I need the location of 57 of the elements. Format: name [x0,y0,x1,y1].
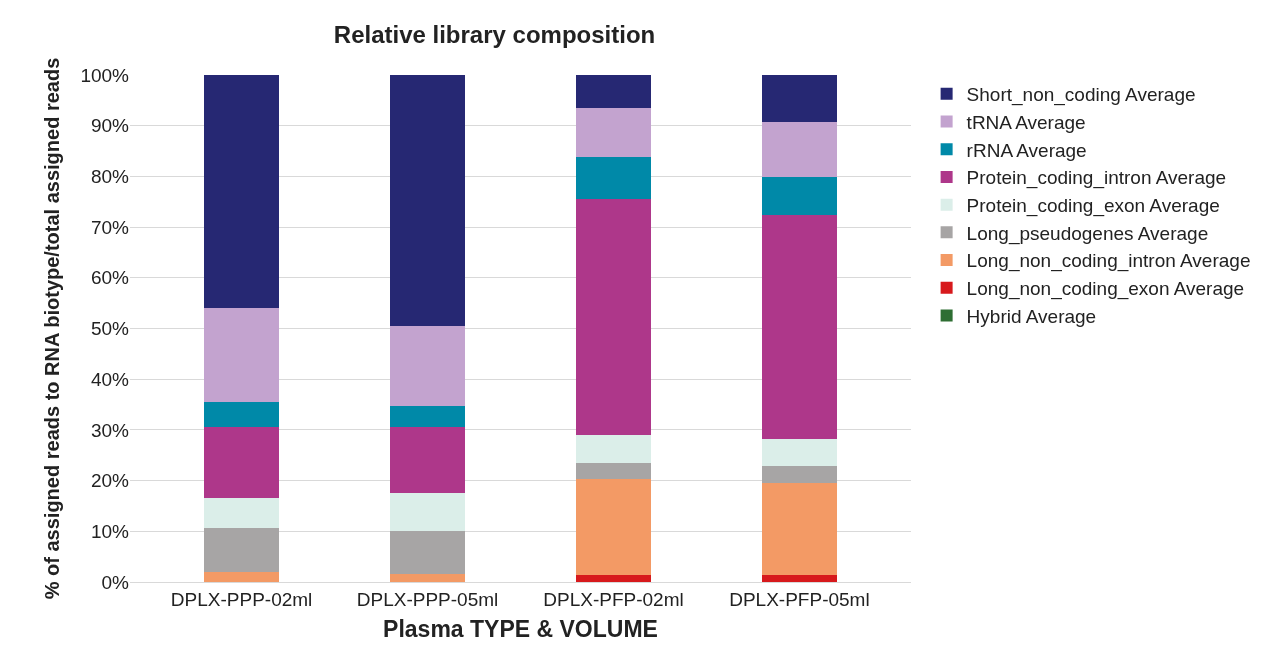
bar [204,426,279,498]
bar [390,75,465,327]
y-tick-label: 90% [90,115,130,137]
bar [576,462,651,480]
y-tick-label: 100% [80,64,130,86]
y-tick-label: 80% [90,166,130,188]
y-tick-label: 60% [90,267,130,289]
bar [390,406,465,427]
y-tick-label: 20% [90,470,130,492]
y-axis-title: % of assigned reads to RNA biotype/total assigned reads [40,57,63,600]
x-tick-label: DPLX-PFP-05ml [729,588,870,610]
y-tick-label: 0% [101,571,130,593]
bar [762,466,837,484]
bar [762,483,837,575]
y-tick-label: 70% [90,216,130,238]
bar [576,434,651,463]
bar [390,531,465,575]
legend-label: Protein_coding_intron Average [966,167,1227,190]
bar [576,75,651,109]
y-tick-label: 40% [90,368,130,390]
bar [204,402,279,427]
bar [762,121,837,178]
legend-label: Long_non_coding_intron Average [966,250,1251,273]
bar [204,497,279,529]
chart-title: Relative library composition [333,21,656,49]
legend-label: Long_non_coding_exon Average [966,278,1245,301]
bar [576,574,651,582]
bar [762,75,837,122]
bar [390,574,465,582]
y-tick-label: 30% [90,419,130,441]
x-tick-label: DPLX-PPP-02ml [170,588,313,610]
legend-label: Short_non_coding Average [966,84,1196,107]
bar [390,326,465,407]
x-tick-label: DPLX-PFP-02ml [543,588,684,610]
x-axis-title: Plasma TYPE & VOLUME [383,616,658,643]
y-tick-label: 50% [90,318,130,340]
bar [576,479,651,575]
bar [204,572,279,582]
bar [762,214,837,439]
legend-label: rRNA Average [966,139,1087,161]
y-tick-label: 10% [90,520,130,542]
x-tick-label: DPLX-PPP-05ml [356,588,499,610]
bar [762,438,837,467]
legend-label: Protein_coding_exon Average [966,195,1220,218]
legend-label: tRNA Average [966,111,1086,133]
bar [204,308,279,403]
bar [204,75,279,309]
bar [576,198,651,435]
bar [390,426,465,494]
bar [390,493,465,532]
legend-label: Hybrid Average [966,305,1097,327]
bar [762,574,837,582]
bar [576,108,651,158]
bar [204,528,279,573]
bar [576,157,651,199]
legend-label: Long_pseudogenes Average [966,222,1209,245]
bar [762,177,837,215]
